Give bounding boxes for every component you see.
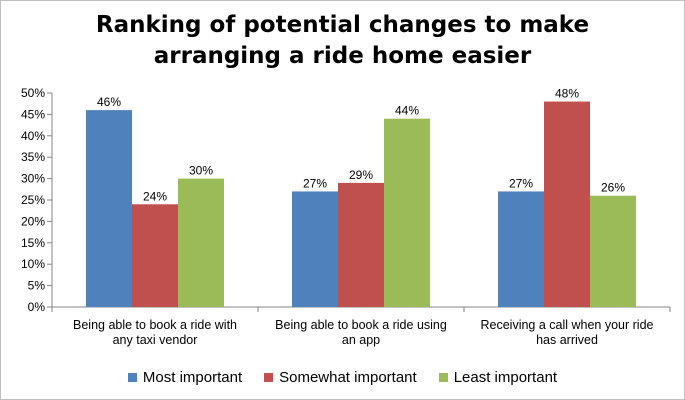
legend-swatch-somewhat-important: [264, 372, 274, 382]
chart-title-line-2: arranging a ride home easier: [153, 43, 532, 69]
category-label: any taxi vendor: [113, 333, 198, 347]
legend-item-most-important: Most important: [127, 368, 243, 386]
data-label: 29%: [349, 168, 373, 182]
bar: [86, 110, 132, 308]
legend-item-least-important: Least important: [438, 368, 558, 386]
y-tick-label: 30%: [21, 172, 45, 186]
legend-label-most-important: Most important: [142, 368, 243, 386]
bar: [292, 191, 338, 307]
bar: [384, 118, 430, 308]
chart-title-line-1: Ranking of potential changes to make: [95, 12, 590, 38]
category-label: Receiving a call when your ride: [480, 318, 653, 332]
category-label: Being able to book a ride using: [275, 318, 447, 332]
data-label: 27%: [303, 176, 327, 190]
y-tick-label: 35%: [21, 150, 45, 164]
legend: Most important Somewhat important Least …: [0, 366, 685, 388]
bar: [498, 191, 544, 307]
data-label: 24%: [143, 189, 167, 203]
y-tick-label: 45%: [21, 107, 45, 121]
category-label: has arrived: [536, 333, 598, 347]
y-tick-label: 15%: [21, 236, 45, 250]
y-tick-label: 40%: [21, 129, 45, 143]
legend-label-least-important: Least important: [453, 368, 558, 386]
y-tick-label: 5%: [28, 279, 46, 293]
legend-item-somewhat-important: Somewhat important: [264, 369, 417, 386]
legend-swatch-least-important: [438, 372, 448, 382]
data-label: 26%: [601, 181, 625, 195]
category-label: an app: [342, 333, 380, 347]
bar: [544, 101, 590, 307]
y-tick-label: 0%: [28, 300, 46, 314]
y-tick-label: 20%: [21, 214, 45, 228]
data-label: 30%: [189, 164, 213, 178]
chart-title: Ranking of potential changes to make arr…: [0, 10, 685, 72]
bar: [178, 178, 224, 307]
data-label: 27%: [509, 176, 533, 190]
bar: [338, 182, 384, 307]
bar: [590, 195, 636, 307]
legend-label-somewhat-important: Somewhat important: [279, 368, 417, 386]
data-label: 44%: [395, 104, 419, 118]
legend-swatch-most-important: [127, 372, 137, 382]
bar: [132, 204, 178, 307]
y-tick-label: 25%: [21, 193, 45, 207]
category-label: Being able to book a ride with: [73, 318, 237, 332]
data-label: 46%: [97, 95, 121, 109]
y-tick-label: 50%: [21, 86, 45, 100]
data-label: 48%: [555, 87, 579, 101]
y-tick-label: 10%: [21, 257, 45, 271]
